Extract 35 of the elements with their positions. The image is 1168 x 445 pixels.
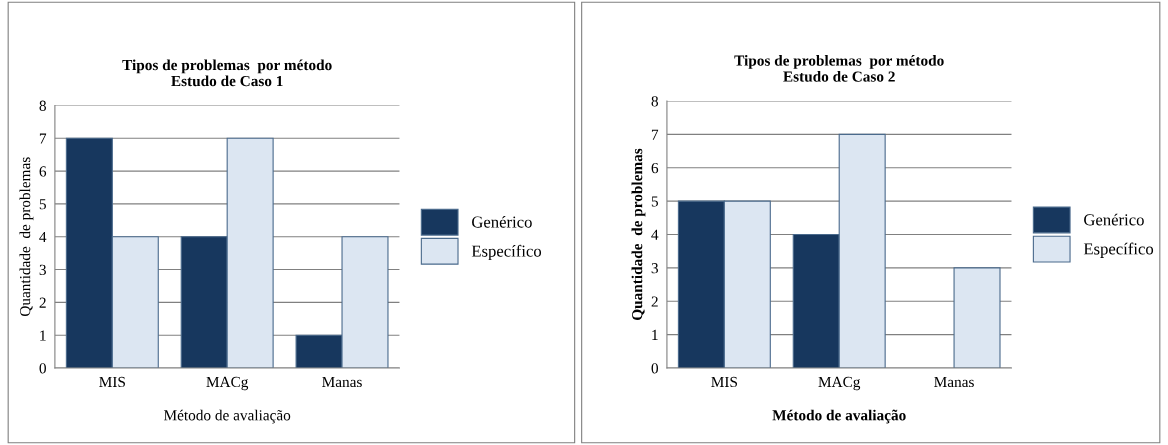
y-tick-label: 3: [651, 263, 658, 274]
y-tick-label: 6: [651, 162, 659, 174]
chart-title: Tipos de problemas por método Estudo de Caso 1: [122, 59, 332, 87]
y-tick-label: 6: [39, 166, 47, 177]
x-tick-label: MACg: [206, 376, 249, 391]
y-tick-label: 5: [651, 196, 658, 207]
x-tick-label: Manas: [322, 376, 362, 388]
x-tick-label: MIS: [711, 376, 737, 388]
y-tick-label: 2: [39, 297, 46, 308]
chart-title: Tipos de problemas por método Estudo de Caso 2: [734, 54, 944, 82]
x-tick-label: MACg: [818, 376, 861, 391]
y-tick-label: 7: [651, 129, 659, 140]
x-tick-label: Manas: [934, 376, 974, 388]
y-tick-label: 5: [39, 199, 46, 210]
y-tick-label: 4: [39, 231, 47, 243]
y-axis-title: Quantidade de problemas: [631, 148, 646, 321]
y-tick-label: 8: [39, 100, 46, 111]
y-tick-label: 3: [39, 264, 46, 276]
x-tick-label: MIS: [99, 376, 125, 388]
legend-label: Genérico: [472, 215, 532, 228]
bar: [953, 267, 1001, 369]
y-tick-label: 7: [39, 133, 47, 144]
x-axis-title: Método de avaliação: [772, 409, 906, 424]
y-tick-label: 2: [651, 296, 658, 307]
legend-label: Específico: [1083, 242, 1154, 258]
legend-label: Genérico: [1084, 213, 1144, 226]
y-tick-label: 1: [40, 330, 46, 341]
y-tick-label: 0: [39, 363, 46, 374]
legend-label: Específico: [471, 244, 542, 261]
y-tick-label: 1: [652, 329, 658, 340]
y-tick-label: 8: [651, 96, 659, 107]
y-axis-title: Quantidade de problemas: [19, 157, 34, 317]
x-axis-title: Método de avaliação: [163, 409, 291, 424]
y-tick-label: 0: [651, 363, 659, 374]
y-tick-label: 4: [651, 229, 659, 240]
